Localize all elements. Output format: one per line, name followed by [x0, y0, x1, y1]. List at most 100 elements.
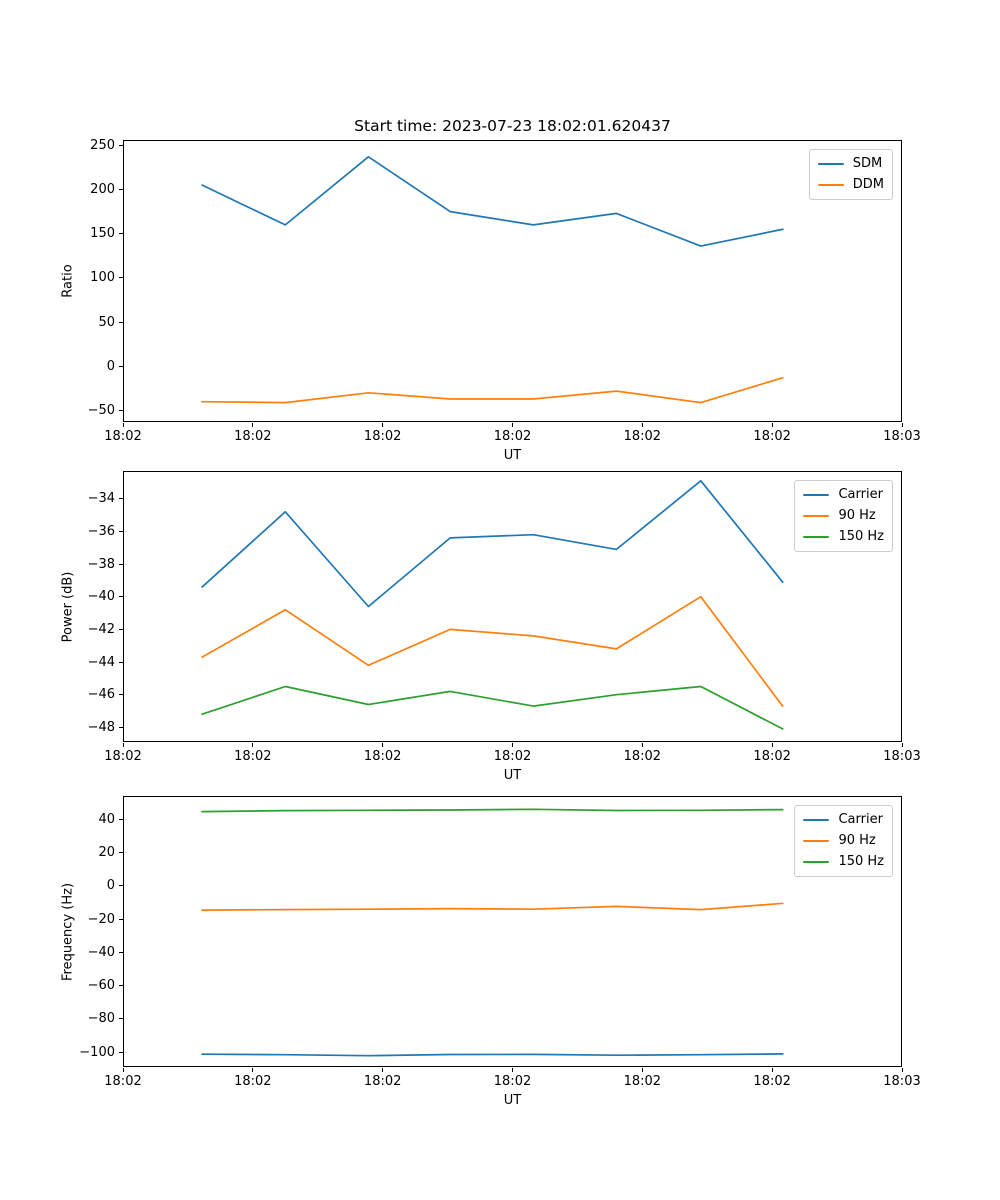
plot3-y-tick-label: −80 — [87, 1011, 115, 1027]
plot2-x-tick-mark — [641, 743, 643, 747]
plot3-y-tick-label: 20 — [98, 845, 115, 861]
plot2-y-tick-mark — [119, 628, 123, 630]
legend-label: 90 Hz — [838, 833, 876, 848]
plot3-legend-item-carrier: Carrier — [803, 812, 884, 828]
plot1-x-tick-label: 18:02 — [234, 429, 272, 444]
plot3-x-tick-mark — [382, 1068, 384, 1072]
plot2-x-tick-label: 18:02 — [234, 749, 272, 764]
plot1-x-tick-label: 18:02 — [753, 429, 791, 444]
plot3-x-tick-label: 18:02 — [104, 1074, 142, 1089]
plot1-x-tick-mark — [382, 423, 384, 427]
plot1-y-tick-mark — [119, 365, 123, 367]
plot2-y-tick-mark — [119, 498, 123, 500]
plot3-axes — [123, 796, 902, 1067]
plot2-plot-area — [200, 479, 784, 731]
plot2-x-tick-mark — [122, 743, 124, 747]
plot2-x-tick-label: 18:02 — [753, 749, 791, 764]
plot3-y-tick-mark — [119, 885, 123, 887]
plot1-y-tick-mark — [119, 277, 123, 279]
plot2-legend: Carrier 90 Hz 150 Hz — [794, 480, 893, 552]
legend-label: 150 Hz — [838, 854, 884, 869]
plot3-y-tick-label: −100 — [79, 1044, 115, 1060]
plot3-x-tick-label: 18:02 — [234, 1074, 272, 1089]
plot1-x-tick-label: 18:02 — [493, 429, 532, 444]
plot3-series-carrier-line — [201, 1053, 784, 1057]
plot1-y-tick-label: −50 — [87, 403, 115, 418]
plot3-y-tick-label: 0 — [106, 878, 115, 894]
plot2-x-tick-mark — [512, 743, 513, 747]
plot2-legend-item-150-hz: 150 Hz — [803, 529, 884, 545]
plot1-y-tick-label: 50 — [98, 314, 115, 330]
plot1-series-ddm-line — [201, 376, 784, 404]
plot1-x-tick-label: 18:02 — [104, 429, 142, 444]
plot2-x-tick-mark — [252, 743, 254, 747]
plot1-plot-area — [201, 155, 784, 404]
plot3-x-tick-mark — [122, 1068, 124, 1072]
plot3-x-tick-mark — [512, 1068, 513, 1072]
plot2-y-tick-label: −36 — [87, 523, 115, 539]
plot2-y-tick-mark — [119, 596, 123, 598]
90-hz-legend-line-icon — [803, 515, 830, 517]
plot3-y-tick-mark — [119, 1051, 123, 1053]
plot3-x-tick-label: 18:02 — [753, 1074, 791, 1089]
plot2-y-tick-label: −40 — [87, 589, 115, 605]
plot3-x-tick-label: 18:03 — [883, 1074, 921, 1089]
legend-label: DDM — [852, 177, 884, 192]
plot2-y-tick-mark — [119, 530, 123, 532]
plot3-legend: Carrier 90 Hz 150 Hz — [794, 805, 893, 877]
plot1-y-tick-label: 150 — [90, 226, 115, 242]
plot2-y-tick-mark — [119, 694, 123, 696]
plot1-x-tick-mark — [901, 423, 903, 427]
carrier-legend-line-icon — [803, 819, 830, 821]
plot2-x-tick-label: 18:02 — [623, 749, 662, 764]
plot3-y-tick-label: 40 — [98, 811, 115, 827]
plot3-x-tick-mark — [252, 1068, 254, 1072]
plot2-series-150-hz-line — [201, 685, 784, 731]
plot1-x-tick-mark — [252, 423, 254, 427]
plot2-xlabel: UT — [503, 768, 522, 783]
plot1-x-tick-label: 18:02 — [363, 429, 402, 444]
plot3-legend-item-150-hz: 150 Hz — [803, 854, 884, 870]
plot2-y-tick-label: −44 — [87, 654, 115, 670]
plot1-y-tick-mark — [119, 189, 123, 190]
plot3-x-tick-label: 18:02 — [493, 1074, 532, 1089]
plot2-y-tick-label: −48 — [87, 719, 115, 735]
plot2-y-tick-label: −34 — [87, 491, 115, 507]
plot1-legend-item-ddm: DDM — [817, 177, 884, 193]
plot3-ylabel: Frequency (Hz) — [60, 882, 76, 981]
plot1-y-tick-label: 0 — [106, 358, 115, 374]
plot2-y-tick-label: −46 — [87, 687, 115, 703]
plot1-y-tick-label: 250 — [90, 137, 115, 153]
plot3-x-tick-label: 18:02 — [363, 1074, 402, 1089]
plot2-x-tick-mark — [771, 743, 773, 747]
plot3-y-tick-mark — [119, 985, 123, 987]
plot1-series-sdm-line — [201, 155, 784, 247]
plot3-y-tick-mark — [119, 918, 123, 920]
plot2-x-tick-mark — [382, 743, 384, 747]
plot2-x-tick-label: 18:03 — [883, 749, 921, 764]
plot2-legend-item-90-hz: 90 Hz — [803, 508, 884, 524]
plot3-x-tick-label: 18:02 — [623, 1074, 662, 1089]
plot3-y-tick-mark — [119, 818, 123, 820]
90-hz-legend-line-icon — [803, 840, 830, 842]
legend-label: Carrier — [838, 812, 883, 827]
plot2-x-tick-label: 18:02 — [104, 749, 142, 764]
plot3-y-tick-label: −40 — [87, 944, 115, 960]
plot3-series-150-hz-line — [201, 808, 784, 813]
plot1-x-tick-label: 18:03 — [883, 429, 921, 444]
plot1-xlabel: UT — [503, 448, 522, 463]
carrier-legend-line-icon — [803, 494, 830, 496]
plot1-y-tick-label: 200 — [90, 182, 115, 197]
ddm-legend-line-icon — [817, 184, 844, 186]
plot2-x-tick-label: 18:02 — [363, 749, 402, 764]
plot1-y-tick-mark — [119, 410, 123, 411]
plot1-y-tick-mark — [119, 321, 123, 323]
plot2-y-tick-mark — [119, 726, 123, 728]
plot3-plot-area — [201, 808, 784, 1057]
plot1-legend: SDM DDM — [808, 149, 893, 200]
plot1-x-tick-mark — [771, 423, 773, 427]
plot2-x-tick-label: 18:02 — [493, 749, 532, 764]
plot1-axes — [123, 140, 902, 422]
plot3-x-tick-mark — [641, 1068, 643, 1072]
